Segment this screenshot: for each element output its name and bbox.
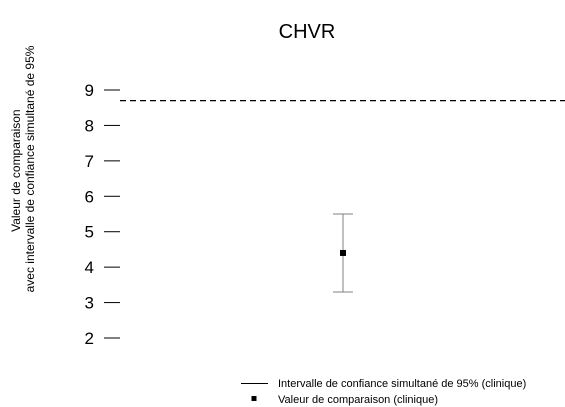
y-tick-label: 3 — [85, 294, 94, 313]
y-tick-label: 2 — [85, 329, 94, 348]
y-tick-label: 9 — [85, 81, 94, 100]
y-tick-label: 4 — [85, 258, 94, 277]
legend-square-symbol — [251, 396, 257, 401]
comparison-value-point — [340, 249, 346, 256]
legend-entry-interval: Intervalle de confiance simultané de 95%… — [278, 378, 526, 390]
legend-entry-point: Valeur de comparaison (clinique) — [278, 394, 438, 406]
y-tick-label: 8 — [85, 116, 94, 135]
y-axis-label-line-1: Valeur de comparaison — [9, 109, 23, 232]
y-tick-label: 6 — [85, 187, 94, 206]
legend: Intervalle de confiance simultané de 95%… — [241, 378, 526, 406]
chart-title: CHVR — [279, 21, 336, 43]
y-axis-ticks: 9 8 7 6 5 4 3 2 — [85, 81, 120, 348]
y-tick-label: 5 — [85, 223, 94, 242]
data-point-group — [333, 213, 353, 293]
y-axis-label: Valeur de comparaison avec intervalle de… — [9, 45, 37, 292]
y-axis-label-line-2: avec intervalle de confiance simultané d… — [23, 45, 37, 292]
y-tick-label: 7 — [85, 152, 94, 171]
